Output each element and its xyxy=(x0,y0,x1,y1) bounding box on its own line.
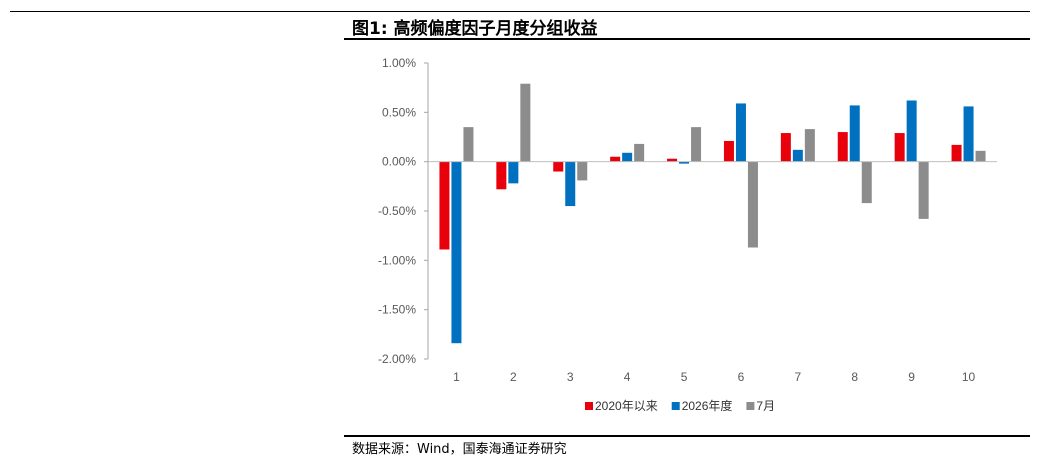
bar-3-10 xyxy=(975,150,986,162)
bar-1-7 xyxy=(780,133,791,162)
bar-1-8 xyxy=(837,132,848,162)
bar-3-4 xyxy=(634,143,645,162)
bar-2-4 xyxy=(622,152,633,162)
bar-2-7 xyxy=(792,149,803,162)
bar-2-2 xyxy=(508,161,519,184)
bar-3-6 xyxy=(747,161,758,248)
legend-label-3: 7月 xyxy=(756,399,775,413)
y-tick-label: -2.00% xyxy=(378,352,416,366)
bar-2-1 xyxy=(451,161,462,344)
bar-3-5 xyxy=(691,127,702,162)
bar-1-4 xyxy=(610,156,621,162)
bar-1-10 xyxy=(951,144,962,162)
bar-1-3 xyxy=(553,161,564,172)
title-underline xyxy=(344,38,1030,40)
bar-2-6 xyxy=(735,103,746,162)
bar-1-1 xyxy=(439,161,450,250)
x-tick-label: 7 xyxy=(795,370,802,384)
chart-title: 图1: 高频偏度因子月度分组收益 xyxy=(352,19,598,39)
bar-1-5 xyxy=(667,158,678,162)
x-tick-label: 8 xyxy=(851,370,858,384)
bar-2-3 xyxy=(565,161,576,207)
bar-3-2 xyxy=(520,83,531,162)
bar-2-5 xyxy=(679,161,690,164)
x-tick-label: 3 xyxy=(567,370,574,384)
x-tick-label: 10 xyxy=(962,370,976,384)
y-tick-label: 0.00% xyxy=(382,155,416,169)
legend-label-2: 2026年度 xyxy=(682,398,733,413)
source-note: 数据来源：Wind，国泰海通证券研究 xyxy=(352,442,567,457)
y-tick-label: -1.00% xyxy=(378,253,416,267)
y-tick-label: 0.50% xyxy=(382,105,416,119)
x-tick-label: 6 xyxy=(738,370,745,384)
legend-swatch-1 xyxy=(585,402,593,410)
legend-swatch-3 xyxy=(746,402,755,410)
bar-1-9 xyxy=(894,133,905,162)
bar-1-6 xyxy=(723,140,734,162)
x-tick-label: 9 xyxy=(908,370,915,384)
x-tick-label: 2 xyxy=(510,370,517,384)
bar-2-9 xyxy=(906,100,917,162)
bar-1-2 xyxy=(496,161,507,190)
bar-2-8 xyxy=(849,105,860,162)
y-axis: 1.00% 0.50% 0.00% -0.50% -1.00% -1.50% -2.00% xyxy=(378,56,429,366)
bars xyxy=(439,83,986,344)
bar-3-7 xyxy=(804,129,815,162)
y-tick-label: -1.50% xyxy=(378,303,416,317)
legend-label-1: 2020年以来 xyxy=(595,399,658,413)
legend-swatch-2 xyxy=(671,402,680,410)
bar-2-10 xyxy=(963,106,974,162)
top-rule xyxy=(10,11,1030,12)
y-tick-label: -0.50% xyxy=(378,204,416,218)
bar-3-9 xyxy=(918,161,929,219)
legend: 2020年以来 2026年度 7月 xyxy=(585,398,775,413)
bar-3-8 xyxy=(861,161,872,204)
x-axis: 1 2 3 4 5 6 7 8 9 10 xyxy=(428,161,997,384)
x-tick-label: 5 xyxy=(681,370,688,384)
y-tick-label: 1.00% xyxy=(382,56,416,70)
bottom-rule xyxy=(344,435,1030,437)
bar-3-3 xyxy=(577,161,588,181)
x-tick-label: 4 xyxy=(624,370,631,384)
x-tick-label: 1 xyxy=(453,370,460,384)
bar-3-1 xyxy=(463,127,474,162)
